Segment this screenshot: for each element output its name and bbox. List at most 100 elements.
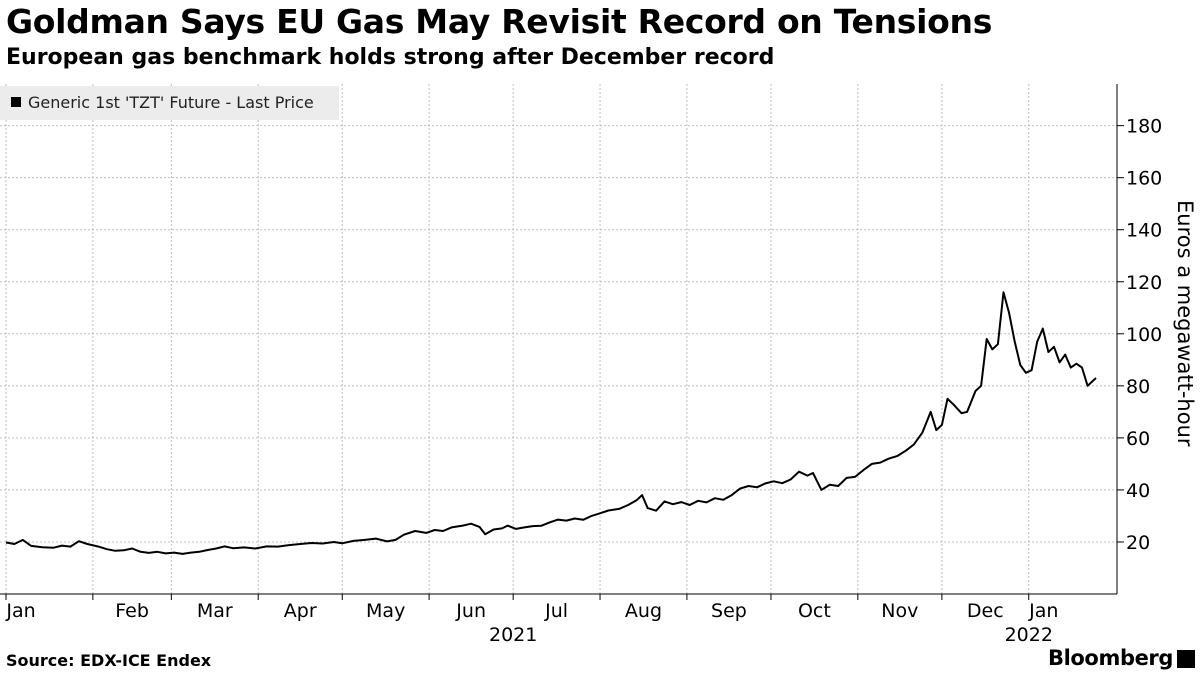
gridlines — [0, 84, 1117, 594]
y-tick-label: 20 — [1126, 532, 1150, 554]
x-tick-label: Feb — [115, 600, 149, 622]
data-point — [829, 484, 830, 485]
data-point — [740, 488, 741, 489]
data-point — [333, 541, 334, 542]
data-point — [224, 546, 225, 547]
x-tick-label: Dec — [967, 600, 1004, 622]
data-point — [936, 430, 937, 431]
data-point — [608, 510, 609, 511]
data-point — [232, 548, 233, 549]
y-axis-label: Euros a megawatt-hour — [1173, 200, 1197, 447]
data-point — [1095, 377, 1096, 378]
data-point — [1009, 312, 1010, 313]
data-point — [599, 513, 600, 514]
data-point — [930, 411, 931, 412]
data-point — [1031, 370, 1032, 371]
chart-title: Goldman Says EU Gas May Revisit Record o… — [6, 2, 993, 41]
data-point — [415, 530, 416, 531]
data-point — [1081, 367, 1082, 368]
data-point — [566, 520, 567, 521]
data-point — [1087, 385, 1088, 386]
data-point — [854, 476, 855, 477]
data-point — [782, 483, 783, 484]
data-point — [14, 543, 15, 544]
data-point — [1014, 341, 1015, 342]
data-point — [277, 546, 278, 547]
data-point — [591, 515, 592, 516]
data-point — [148, 552, 149, 553]
data-point — [115, 550, 116, 551]
x-tick-label: Jan — [1028, 600, 1058, 622]
data-point — [501, 528, 502, 529]
data-point — [123, 550, 124, 551]
y-tick-label: 160 — [1126, 168, 1162, 190]
data-point — [981, 385, 982, 386]
data-point — [300, 543, 301, 544]
data-point — [98, 546, 99, 547]
data-point — [748, 485, 749, 486]
x-tick-label: May — [366, 600, 405, 622]
y-tick-label: 60 — [1126, 428, 1150, 450]
data-point — [922, 432, 923, 433]
data-point — [451, 527, 452, 528]
data-point — [888, 458, 889, 459]
data-point — [549, 522, 550, 523]
data-point — [244, 547, 245, 548]
data-point — [773, 481, 774, 482]
x-tick-label: Jul — [544, 600, 568, 622]
axes — [0, 84, 1118, 595]
data-point — [1065, 354, 1066, 355]
data-point — [664, 501, 665, 502]
data-point — [493, 529, 494, 530]
data-point — [434, 529, 435, 530]
data-point — [636, 500, 637, 501]
data-point — [1037, 341, 1038, 342]
y-tick-label: 120 — [1126, 272, 1162, 294]
data-point — [395, 539, 396, 540]
data-point — [199, 551, 200, 552]
data-point — [905, 450, 906, 451]
data-point — [1059, 362, 1060, 363]
x-tick-label: Jan — [5, 600, 35, 622]
data-point — [698, 500, 699, 501]
data-point — [913, 444, 914, 445]
data-point — [1025, 372, 1026, 373]
data-point — [1070, 367, 1071, 368]
legend: Generic 1st 'TZT' Future - Last Price — [0, 86, 339, 120]
data-point — [87, 543, 88, 544]
x-tick-label: Jun — [455, 600, 486, 622]
y-tick-label: 180 — [1126, 116, 1162, 138]
data-point — [507, 525, 508, 526]
data-point — [288, 545, 289, 546]
data-point — [642, 495, 643, 496]
data-point — [471, 523, 472, 524]
data-point — [731, 495, 732, 496]
series-line — [5, 291, 1097, 555]
data-point — [1076, 363, 1077, 364]
data-point — [61, 545, 62, 546]
x-tick-label: Aug — [625, 600, 662, 622]
data-point — [207, 549, 208, 550]
data-point — [1048, 351, 1049, 352]
data-point — [756, 487, 757, 488]
data-point — [619, 508, 620, 509]
x-axis-ticks: Jan Feb Mar Apr May Jun Jul Aug Sep Oct Nov Dec Jan2… — [5, 594, 1058, 646]
data-point — [1042, 328, 1043, 329]
data-point — [812, 472, 813, 473]
data-point — [70, 546, 71, 547]
data-point — [681, 502, 682, 503]
data-point — [672, 504, 673, 505]
data-point — [647, 508, 648, 509]
x-year-label: 2022 — [1005, 624, 1053, 646]
x-tick-label: Sep — [711, 600, 747, 622]
data-point — [140, 551, 141, 552]
data-point — [557, 519, 558, 520]
data-point — [443, 530, 444, 531]
x-tick-label: Oct — [798, 600, 831, 622]
data-point — [387, 541, 388, 542]
data-point — [953, 404, 954, 405]
data-point — [807, 475, 808, 476]
legend-background — [0, 86, 339, 120]
data-point — [967, 411, 968, 412]
